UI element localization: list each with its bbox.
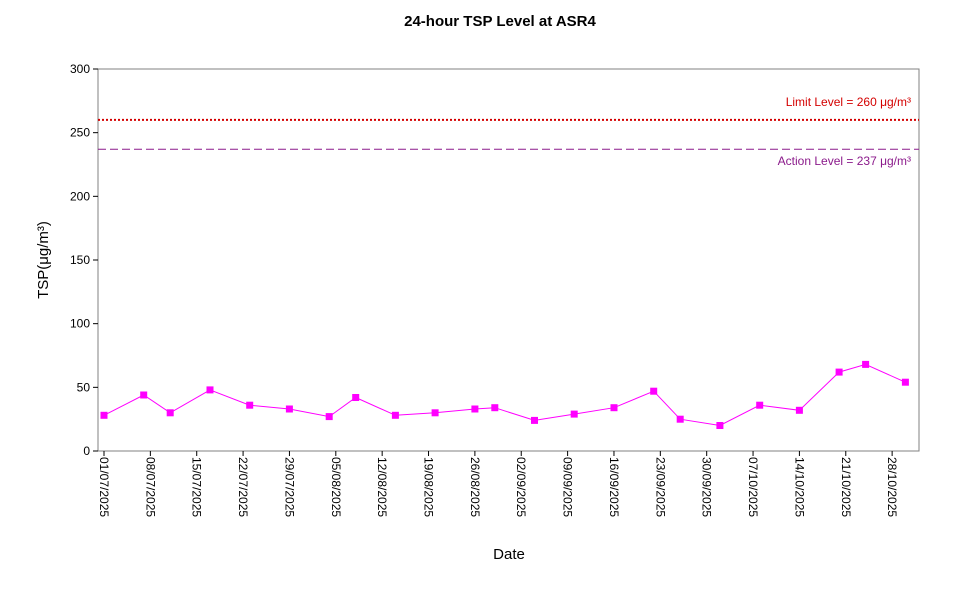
data-point <box>352 394 360 401</box>
data-point <box>795 406 803 414</box>
x-tick-label: 29/07/2025 <box>282 457 296 517</box>
x-tick-label: 26/08/2025 <box>468 457 482 517</box>
x-tick-label: 09/09/2025 <box>561 457 575 517</box>
data-point <box>140 391 148 399</box>
x-tick-label: 12/08/2025 <box>375 457 389 517</box>
x-tick-label: 21/10/2025 <box>839 457 853 517</box>
y-tick-label: 200 <box>70 189 90 203</box>
x-tick-label: 08/07/2025 <box>143 457 157 517</box>
data-point <box>391 411 399 419</box>
data-point <box>531 416 538 424</box>
x-tick-label: 15/07/2025 <box>190 457 204 517</box>
chart-title: 24-hour TSP Level at ASR4 <box>404 13 596 30</box>
data-point <box>570 410 578 418</box>
x-tick-label: 14/10/2025 <box>792 457 806 517</box>
x-tick-label: 02/09/2025 <box>514 457 528 517</box>
x-tick-label: 30/09/2025 <box>700 457 714 517</box>
data-point <box>610 404 618 412</box>
x-tick-label: 22/07/2025 <box>236 457 250 517</box>
data-point <box>676 415 684 423</box>
data-point <box>100 411 108 419</box>
data-point <box>491 404 499 412</box>
data-point <box>862 360 870 368</box>
data-point <box>166 409 174 417</box>
series-group <box>100 360 909 429</box>
data-point <box>835 368 843 376</box>
data-point <box>471 405 479 413</box>
x-tick-label: 07/10/2025 <box>746 457 760 517</box>
data-point <box>431 409 439 417</box>
y-tick-label: 50 <box>77 380 91 394</box>
x-axis: 01/07/2025 08/07/2025 15/07/2025 22/07/2025… <box>97 451 899 517</box>
series-line <box>103 363 906 427</box>
data-point <box>650 387 658 395</box>
x-tick-label: 01/07/2025 <box>97 457 111 517</box>
reference-line-label: Action Level = 237 μg/m³ <box>778 154 911 168</box>
data-point <box>246 401 254 409</box>
x-tick-label: 05/08/2025 <box>329 457 343 517</box>
data-point <box>325 413 333 421</box>
y-axis-label: TSP(μg/m³) <box>35 221 52 299</box>
y-tick-label: 150 <box>70 253 90 267</box>
y-tick-label: 100 <box>70 317 90 331</box>
x-tick-label: 16/09/2025 <box>607 457 621 517</box>
reference-lines: Limit Level = 260 μg/m³ Action Level = 23… <box>98 95 919 168</box>
x-tick-label: 23/09/2025 <box>653 457 667 517</box>
y-axis: 0 50 100 150 200 250 300 <box>70 62 98 458</box>
data-point <box>756 401 764 409</box>
x-tick-label: 28/10/2025 <box>885 457 899 517</box>
y-tick-label: 0 <box>83 444 90 458</box>
data-point <box>901 378 909 386</box>
x-tick-label: 19/08/2025 <box>422 457 436 517</box>
y-tick-label: 250 <box>70 126 90 140</box>
reference-line-label: Limit Level = 260 μg/m³ <box>786 95 911 109</box>
data-point <box>716 422 724 429</box>
data-point <box>206 386 214 394</box>
data-point <box>285 405 293 413</box>
y-tick-label: 300 <box>70 62 90 76</box>
x-axis-label: Date <box>493 546 525 563</box>
